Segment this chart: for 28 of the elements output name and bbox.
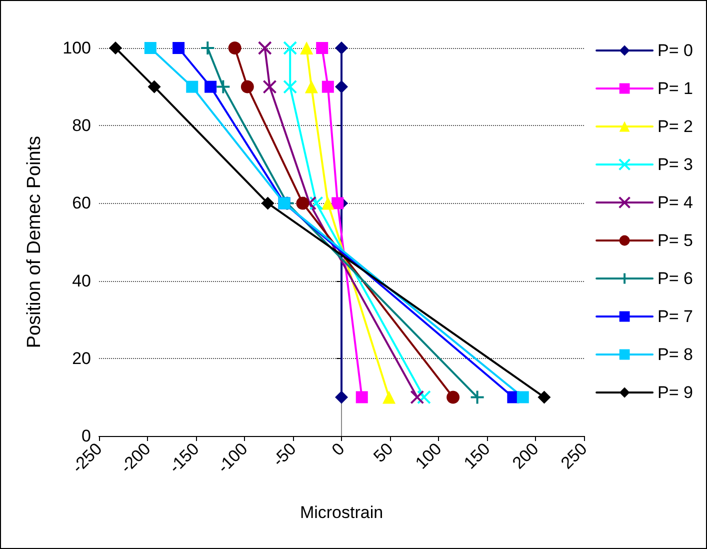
legend-label: P= 5 bbox=[658, 231, 694, 250]
x-tick-label: 150 bbox=[460, 439, 494, 473]
legend-label: P= 7 bbox=[658, 307, 694, 326]
legend-label: P= 9 bbox=[658, 383, 694, 402]
x-tick-label: 100 bbox=[412, 439, 446, 473]
y-tick-label: 100 bbox=[62, 38, 91, 58]
y-tick-label: 80 bbox=[72, 116, 91, 136]
legend-label: P= 8 bbox=[658, 345, 694, 364]
x-tick-label: 200 bbox=[508, 439, 542, 473]
x-tick-label: -100 bbox=[214, 439, 252, 477]
x-tick-label: 50 bbox=[370, 439, 397, 466]
y-tick-label: 40 bbox=[72, 271, 91, 290]
legend-label: P= 2 bbox=[658, 117, 694, 136]
legend-label: P= 0 bbox=[658, 41, 694, 60]
legend-label: P= 4 bbox=[658, 193, 694, 212]
y-tick-label: 0 bbox=[82, 426, 91, 446]
y-tick-label: 60 bbox=[72, 194, 91, 213]
legend-label: P= 1 bbox=[658, 79, 694, 98]
x-tick-label: 0 bbox=[328, 439, 348, 460]
y-tick-label: 20 bbox=[72, 348, 91, 368]
x-tick-label: -150 bbox=[165, 439, 203, 477]
x-tick-label: -200 bbox=[116, 439, 154, 477]
x-tick-label: -50 bbox=[268, 439, 300, 470]
y-axis-title: Position of Demec Points bbox=[24, 136, 45, 348]
legend-label: P= 3 bbox=[658, 155, 694, 174]
legend-label: P= 6 bbox=[658, 269, 694, 288]
x-tick-label: 250 bbox=[557, 439, 591, 473]
x-axis-title: Microstrain bbox=[300, 503, 384, 522]
